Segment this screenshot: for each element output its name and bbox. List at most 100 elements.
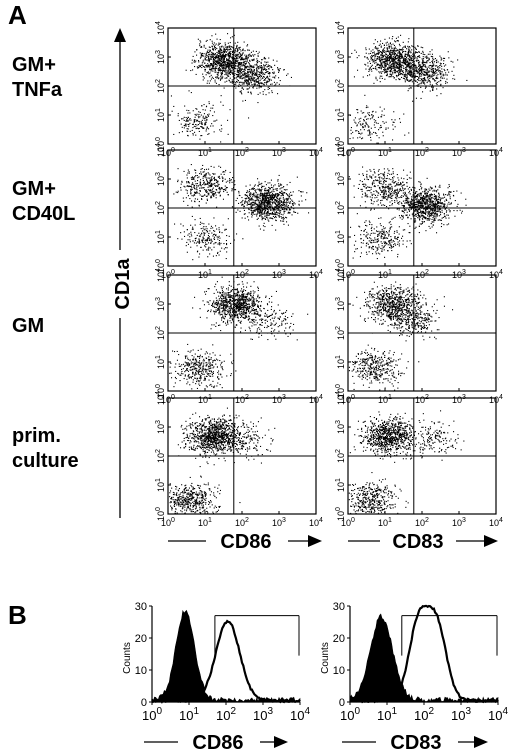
event-dot	[236, 81, 238, 83]
event-dot	[241, 58, 243, 60]
event-dot	[418, 70, 420, 72]
event-dot	[404, 76, 406, 78]
event-dot	[255, 213, 257, 215]
event-dot	[260, 74, 262, 76]
event-dot	[247, 44, 249, 46]
event-dot	[250, 93, 252, 95]
event-dot	[249, 194, 251, 196]
event-dot	[432, 72, 434, 74]
event-dot	[434, 58, 436, 60]
event-dot	[214, 54, 216, 56]
event-dot	[352, 131, 354, 133]
event-dot	[360, 117, 362, 119]
event-dot	[389, 244, 391, 246]
event-dot	[210, 57, 212, 59]
event-dot	[225, 247, 227, 249]
event-dot	[199, 45, 201, 47]
event-dot	[239, 70, 241, 72]
event-dot	[413, 80, 415, 82]
event-dot	[356, 213, 358, 215]
event-dot	[370, 238, 372, 240]
event-dot	[382, 247, 384, 249]
event-dot	[243, 205, 245, 207]
event-dot	[216, 181, 218, 183]
event-dot	[218, 175, 220, 177]
event-dot	[246, 75, 248, 77]
event-dot	[237, 57, 239, 59]
event-dot	[273, 196, 275, 198]
event-dot	[243, 62, 245, 64]
event-dot	[390, 60, 392, 62]
event-dot	[216, 206, 218, 208]
event-dot	[212, 77, 214, 79]
event-dot	[265, 196, 267, 198]
y-tick-label-text: 101	[155, 108, 166, 122]
event-dot	[214, 81, 216, 83]
event-dot	[225, 169, 227, 171]
event-dot	[244, 58, 246, 60]
event-dot	[381, 59, 383, 61]
event-dot	[208, 113, 210, 115]
event-dot	[262, 203, 264, 205]
event-dot	[248, 78, 250, 80]
event-dot	[212, 255, 214, 257]
event-dot	[384, 192, 386, 194]
event-dot	[189, 130, 191, 132]
event-dot	[198, 241, 200, 243]
event-dot	[242, 49, 244, 51]
event-dot	[381, 62, 383, 64]
event-dot	[275, 220, 277, 222]
event-dot	[397, 238, 399, 240]
event-dot	[246, 194, 248, 196]
event-dot	[234, 67, 236, 69]
event-dot	[214, 173, 216, 175]
event-dot	[375, 46, 377, 48]
event-dot	[192, 110, 194, 112]
event-dot	[350, 127, 352, 129]
event-dot	[370, 240, 372, 242]
event-dot	[221, 59, 223, 61]
event-dot	[373, 241, 375, 243]
event-dot	[272, 201, 274, 203]
event-dot	[244, 74, 246, 76]
event-dot	[234, 61, 236, 63]
event-dot	[220, 48, 222, 50]
event-dot	[246, 197, 248, 199]
event-dot	[394, 54, 396, 56]
event-dot	[432, 89, 434, 91]
event-dot	[232, 69, 234, 71]
event-dot	[270, 191, 272, 193]
event-dot	[214, 47, 216, 49]
event-dot	[236, 57, 238, 59]
event-dot	[293, 208, 295, 210]
event-dot	[406, 63, 408, 65]
row-label-gm-tnfa: GM+ TNFa	[12, 54, 63, 101]
event-dot	[282, 187, 284, 189]
event-dot	[246, 81, 248, 83]
event-dot	[231, 46, 233, 48]
event-dot	[404, 63, 406, 65]
event-dot	[270, 184, 272, 186]
event-dot	[400, 55, 402, 57]
event-dot	[226, 59, 228, 61]
event-dot	[279, 200, 281, 202]
event-dot	[213, 68, 215, 70]
event-dot	[411, 67, 413, 69]
event-dot	[187, 172, 189, 174]
event-dot	[190, 231, 192, 233]
event-dot	[409, 65, 411, 67]
event-dot	[226, 58, 228, 60]
event-dot	[387, 55, 389, 57]
event-dot	[278, 204, 280, 206]
event-dot	[208, 101, 210, 103]
event-dot	[371, 239, 373, 241]
event-dot	[215, 66, 217, 68]
event-dot	[255, 189, 257, 191]
event-dot	[212, 125, 214, 127]
event-dot	[261, 203, 263, 205]
event-dot	[192, 226, 194, 228]
scatter-events	[170, 33, 292, 143]
event-dot	[424, 77, 426, 79]
event-dot	[191, 187, 193, 189]
event-dot	[214, 44, 216, 46]
